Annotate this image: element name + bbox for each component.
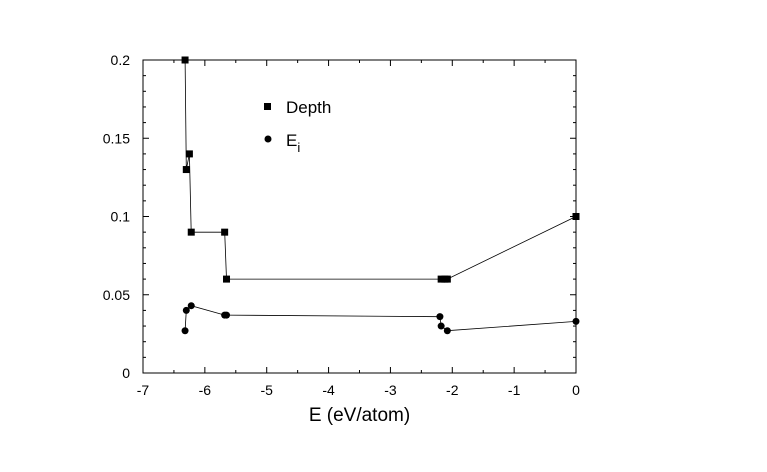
x-tick-label: -6 bbox=[199, 382, 212, 398]
data-point-depth bbox=[223, 275, 231, 283]
legend-label-ei-main: E bbox=[286, 131, 297, 150]
legend-label-ei: Ei bbox=[286, 131, 300, 155]
x-tick-label: -4 bbox=[322, 382, 335, 398]
legend-marker-ei bbox=[264, 135, 272, 143]
y-tick-label: 0.05 bbox=[103, 287, 130, 303]
legend-label-depth: Depth bbox=[286, 98, 331, 117]
data-point-depth bbox=[185, 150, 193, 158]
series-line-depth bbox=[184, 59, 577, 280]
data-point-depth bbox=[187, 228, 195, 236]
y-tick-label: 0.15 bbox=[103, 130, 130, 146]
series-layer bbox=[181, 56, 580, 335]
data-point-ei bbox=[437, 322, 445, 330]
data-point-ei bbox=[572, 317, 580, 325]
series-line-ei bbox=[184, 305, 577, 332]
x-tick-label: -1 bbox=[508, 382, 521, 398]
legend-marker-depth bbox=[264, 103, 271, 110]
y-tick-label: 0.2 bbox=[111, 52, 131, 68]
data-point-depth bbox=[221, 228, 229, 236]
y-tick-label: 0.1 bbox=[111, 209, 131, 225]
x-tick-label: 0 bbox=[572, 382, 580, 398]
y-tick-label: 0 bbox=[122, 365, 130, 381]
x-tick-label: -3 bbox=[384, 382, 397, 398]
data-point-depth bbox=[181, 56, 189, 64]
data-point-ei bbox=[436, 313, 444, 321]
data-point-depth bbox=[572, 213, 580, 220]
x-tick-label: -5 bbox=[260, 382, 273, 398]
data-point-ei bbox=[182, 306, 190, 314]
data-point-ei bbox=[443, 327, 451, 335]
x-axis-label: E (eV/atom) bbox=[309, 405, 410, 426]
data-point-depth bbox=[443, 275, 451, 283]
data-point-depth bbox=[437, 275, 445, 283]
x-tick-label: -7 bbox=[137, 382, 150, 398]
legend: Depth Ei bbox=[264, 98, 331, 155]
legend-label-ei-subscript: i bbox=[297, 140, 300, 155]
data-point-depth bbox=[182, 166, 190, 174]
x-tick-label: -2 bbox=[446, 382, 459, 398]
data-point-ei bbox=[187, 302, 195, 310]
y-axis-ticks: 0 0.05 0.1 0.15 0.2 bbox=[103, 52, 576, 381]
data-point-ei bbox=[181, 327, 189, 335]
x-axis-ticks: -7 -6 -5 -4 -3 -2 -1 0 bbox=[137, 60, 580, 398]
data-point-ei bbox=[223, 311, 231, 319]
